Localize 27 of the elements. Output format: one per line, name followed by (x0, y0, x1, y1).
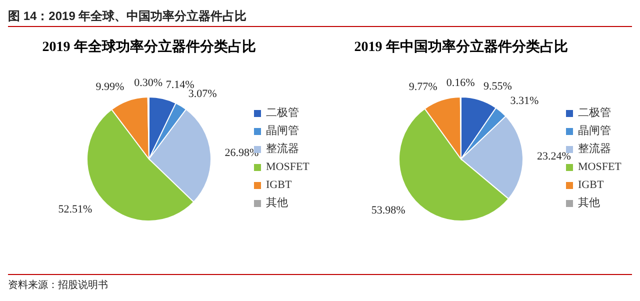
legend-label: 整流器 (266, 142, 299, 157)
data-label: 0.16% (446, 77, 475, 89)
caption: 图 14：2019 年全球、中国功率分立器件占比 (8, 8, 247, 25)
legend-label: 其他 (578, 196, 600, 211)
chart-title: 2019 年全球功率分立器件分类占比 (41, 38, 257, 56)
legend-label: MOSFET (266, 160, 310, 175)
data-label: 9.99% (96, 81, 124, 94)
data-label: 9.55% (483, 80, 512, 92)
data-label: 53.98% (371, 204, 406, 217)
data-label: 23.24% (536, 150, 571, 163)
data-label: 7.14% (166, 78, 194, 91)
data-label: 0.30% (134, 77, 162, 90)
chart-title: 2019 年中国功率分立器件分类占比 (353, 38, 569, 56)
legend-label: 其他 (266, 196, 288, 211)
data-label: 3.31% (510, 95, 539, 108)
legend-label: IGBT (578, 178, 604, 193)
legend-label: 晶闸管 (578, 124, 611, 139)
legend-label: 晶闸管 (266, 124, 299, 139)
legend-label: 二极管 (578, 106, 611, 121)
data-label: 52.51% (58, 203, 92, 216)
text: 资料来源：招股说明书 (8, 278, 108, 292)
legend-label: 整流器 (578, 142, 611, 157)
legend-label: 二极管 (266, 106, 299, 121)
data-label: 3.07% (188, 88, 217, 100)
legend-label: IGBT (266, 178, 292, 193)
data-label: 9.77% (408, 80, 438, 93)
legend-label: MOSFET (578, 160, 622, 175)
